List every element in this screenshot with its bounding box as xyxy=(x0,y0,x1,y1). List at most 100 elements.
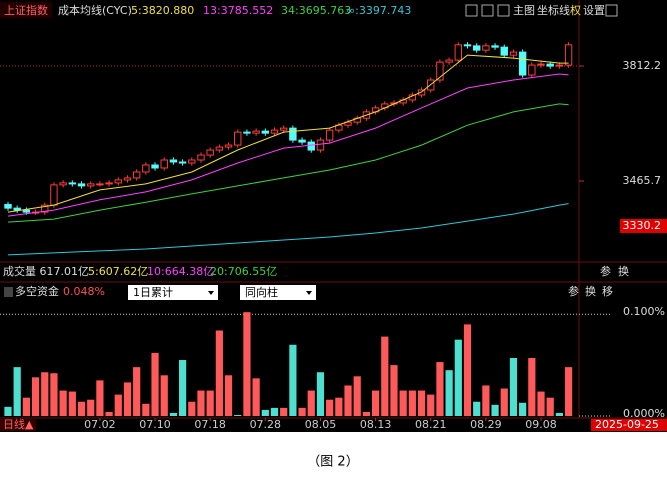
candle-body xyxy=(169,159,178,163)
bar xyxy=(454,339,462,416)
bar xyxy=(491,404,499,416)
period-background xyxy=(0,419,36,431)
bar xyxy=(417,390,426,416)
legend-entry: 5:3820.880 xyxy=(131,4,194,17)
close-button[interactable] xyxy=(497,4,510,17)
dropdown-label[interactable]: 同向柱 xyxy=(245,285,278,299)
bar xyxy=(362,411,371,416)
candle-body xyxy=(279,127,288,131)
legend-entry: 34:3695.763 xyxy=(281,4,351,17)
candle-body xyxy=(243,131,251,134)
bar xyxy=(215,330,223,416)
candle-body xyxy=(316,139,325,151)
toolbar-item[interactable]: 主图 xyxy=(513,4,535,17)
bar xyxy=(390,365,398,416)
bar xyxy=(105,411,113,416)
candle-body xyxy=(215,146,224,151)
candle-body xyxy=(22,209,31,213)
bar xyxy=(197,390,205,416)
bar xyxy=(224,375,233,416)
candle-body xyxy=(270,129,279,134)
candle-body xyxy=(546,63,554,67)
bar xyxy=(519,402,527,416)
panel-tool[interactable]: 移 xyxy=(602,285,613,298)
bar xyxy=(289,344,297,416)
bar xyxy=(353,376,361,416)
bar xyxy=(270,407,279,416)
x-tick-label: 09.08 xyxy=(525,418,557,431)
bar xyxy=(316,372,325,416)
title-background xyxy=(0,2,52,18)
candle-body xyxy=(307,141,315,151)
zoom-in[interactable] xyxy=(465,4,478,17)
candle-body xyxy=(344,121,352,126)
toolbar-item[interactable]: 坐标线 xyxy=(537,3,570,17)
dropdown[interactable] xyxy=(128,285,218,300)
candle-body xyxy=(4,203,12,209)
panel-tool[interactable]: 换 xyxy=(585,284,596,298)
bar xyxy=(399,390,407,416)
bar xyxy=(151,352,159,416)
panel-tool[interactable]: 参 xyxy=(568,284,579,298)
bar xyxy=(234,414,242,416)
bar xyxy=(436,362,444,416)
price-marker xyxy=(620,218,667,233)
ma-line xyxy=(7,203,569,256)
dropdown-label[interactable]: 1日累计 xyxy=(133,286,173,299)
help-icon[interactable] xyxy=(4,287,13,297)
bar xyxy=(123,382,132,416)
dropdown[interactable] xyxy=(240,285,316,300)
info-tool[interactable]: 换 xyxy=(618,264,629,278)
x-tick-label: 07.02 xyxy=(84,418,116,431)
bar xyxy=(555,412,563,416)
bar xyxy=(22,397,30,416)
candle-body xyxy=(325,129,334,141)
period-label[interactable]: 日线▲ xyxy=(3,417,34,431)
candle-body xyxy=(234,131,242,146)
bar xyxy=(500,388,508,416)
candle-body xyxy=(564,44,573,66)
candle-body xyxy=(252,130,260,134)
bar xyxy=(408,390,416,416)
candle-body xyxy=(197,154,205,161)
toolbar-item[interactable]: 权 xyxy=(570,4,581,17)
candle-body xyxy=(50,184,58,206)
candle-body xyxy=(123,177,132,181)
menu-button[interactable] xyxy=(605,4,618,17)
legend-entry: ∞:3397.743 xyxy=(346,4,411,17)
candle-body xyxy=(454,44,463,61)
candle-body xyxy=(96,183,104,186)
caption: （图 2） xyxy=(307,455,358,470)
y-tick-label: 0.000% xyxy=(623,407,665,420)
candle-body xyxy=(491,45,499,48)
ma-line xyxy=(7,103,569,223)
candle-body xyxy=(114,179,122,184)
bar xyxy=(68,391,76,416)
legend-entry: 13:3785.552 xyxy=(203,4,273,17)
bar xyxy=(381,336,389,416)
bar xyxy=(261,409,269,416)
info-tool[interactable]: 参 xyxy=(600,264,611,278)
bar xyxy=(546,397,554,416)
x-tick-label: 07.28 xyxy=(250,418,282,431)
bar xyxy=(41,372,49,416)
candle-body xyxy=(500,46,508,56)
candle-body xyxy=(445,59,453,63)
bar xyxy=(31,377,40,416)
bar xyxy=(50,373,58,416)
bar xyxy=(445,370,453,416)
candle-body xyxy=(41,204,49,213)
toolbar-item[interactable]: 设置 xyxy=(583,4,605,17)
zoom-out[interactable] xyxy=(481,4,494,17)
bar xyxy=(528,357,536,416)
x-tick-label: 07.10 xyxy=(139,418,171,431)
candle-body xyxy=(178,161,187,164)
panel-title: 多空资金 xyxy=(15,284,59,298)
chart-title: 上证指数 xyxy=(4,3,48,17)
candle-body xyxy=(77,183,86,187)
x-tick-label: 08.21 xyxy=(415,418,447,431)
bar xyxy=(4,406,12,416)
date-box xyxy=(591,419,667,431)
bar xyxy=(307,390,315,416)
